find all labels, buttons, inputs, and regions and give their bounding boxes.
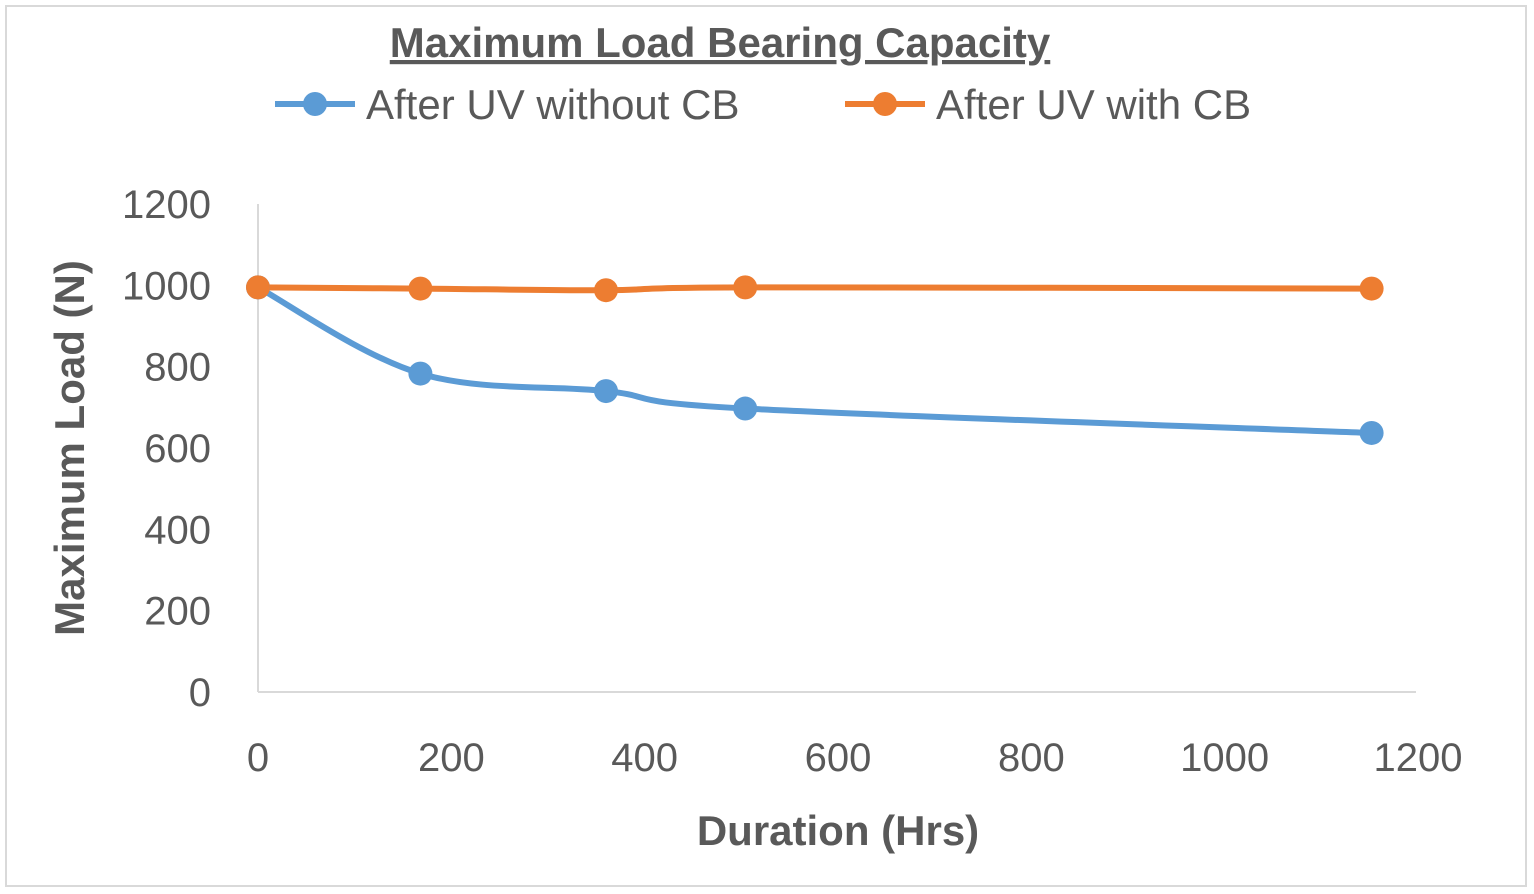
y-tick-label: 400 — [144, 508, 211, 552]
data-point-with-cb — [246, 275, 270, 300]
data-point-with-cb — [594, 278, 618, 303]
y-tick-label: 600 — [144, 427, 211, 471]
data-point-without-cb — [1359, 420, 1384, 445]
x-tick-label: 400 — [611, 736, 678, 780]
x-tick-label: 0 — [247, 736, 269, 780]
y-tick-label: 1200 — [122, 183, 211, 227]
y-axis-title: Maximum Load (N) — [46, 260, 93, 636]
x-axis-title: Duration (Hrs) — [697, 807, 979, 854]
x-tick-label: 200 — [418, 736, 485, 780]
data-point-with-cb — [733, 275, 758, 300]
axes — [257, 204, 1416, 693]
y-tick-label: 800 — [144, 346, 211, 390]
data-point-with-cb — [1359, 276, 1384, 301]
tick-labels: 0 200 400 600 800 1000 1200 0 200 400 600 800 1000 12… — [122, 183, 1462, 780]
legend-marker-without-cb — [303, 92, 327, 116]
legend-label-with-cb: After UV with CB — [936, 81, 1251, 128]
x-tick-label: 800 — [998, 736, 1065, 780]
chart-title: Maximum Load Bearing Capacity — [390, 19, 1051, 66]
x-tick-label: 600 — [805, 736, 872, 780]
data-point-without-cb — [733, 396, 758, 421]
data-point-without-cb — [408, 361, 433, 386]
x-tick-label: 1000 — [1180, 736, 1269, 780]
x-tick-label: 1200 — [1374, 736, 1463, 780]
y-tick-label: 200 — [144, 590, 211, 634]
series-line-with-cb — [255, 284, 1375, 294]
y-tick-label: 1000 — [122, 264, 211, 308]
legend-label-without-cb: After UV without CB — [366, 81, 739, 128]
series-points — [246, 275, 1384, 445]
series-line-without-cb — [255, 284, 1375, 436]
legend: After UV without CB After UV with CB — [275, 81, 1251, 128]
legend-marker-with-cb — [873, 92, 897, 116]
data-point-without-cb — [594, 379, 618, 404]
data-point-with-cb — [408, 276, 433, 301]
y-tick-label: 0 — [189, 671, 211, 715]
series-lines — [255, 284, 1375, 436]
